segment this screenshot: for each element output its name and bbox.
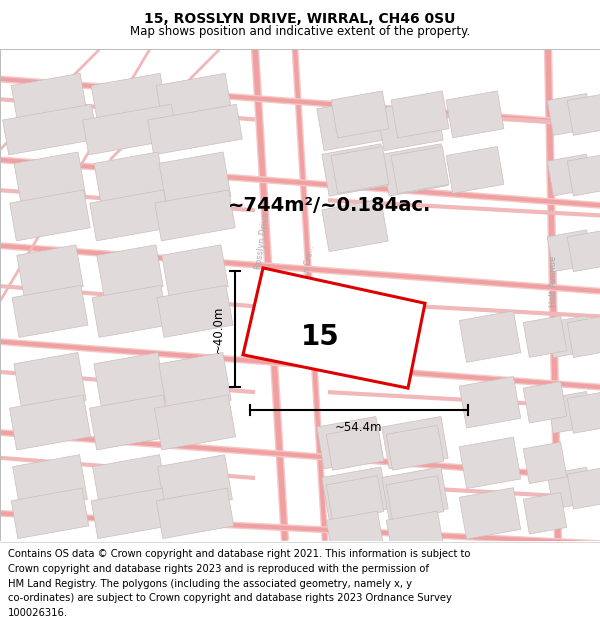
Polygon shape xyxy=(377,98,443,151)
Polygon shape xyxy=(94,152,166,208)
Polygon shape xyxy=(567,316,600,357)
Polygon shape xyxy=(446,91,504,138)
Polygon shape xyxy=(523,492,567,534)
Polygon shape xyxy=(2,104,97,155)
Text: HM Land Registry. The polygons (including the associated geometry, namely x, y: HM Land Registry. The polygons (includin… xyxy=(8,579,412,589)
Text: Rosslyn Cre...: Rosslyn Cre... xyxy=(298,245,316,298)
Polygon shape xyxy=(326,425,384,470)
Polygon shape xyxy=(322,467,388,519)
Polygon shape xyxy=(391,146,449,193)
Polygon shape xyxy=(386,425,444,470)
Polygon shape xyxy=(13,455,88,511)
Text: Crown copyright and database rights 2023 and is reproduced with the permission o: Crown copyright and database rights 2023… xyxy=(8,564,429,574)
Polygon shape xyxy=(326,511,384,556)
Polygon shape xyxy=(547,468,593,509)
Polygon shape xyxy=(157,286,233,338)
Polygon shape xyxy=(523,381,567,423)
Polygon shape xyxy=(91,488,169,539)
Text: ~54.4m: ~54.4m xyxy=(335,421,383,434)
Polygon shape xyxy=(459,376,521,428)
Polygon shape xyxy=(331,146,389,193)
Polygon shape xyxy=(382,144,448,196)
Polygon shape xyxy=(91,73,169,135)
Polygon shape xyxy=(391,91,449,138)
Polygon shape xyxy=(322,144,388,196)
Polygon shape xyxy=(156,73,234,135)
Polygon shape xyxy=(11,73,89,135)
Polygon shape xyxy=(547,230,593,272)
Polygon shape xyxy=(155,190,235,241)
Polygon shape xyxy=(459,488,521,539)
Polygon shape xyxy=(154,395,236,450)
Polygon shape xyxy=(386,476,444,521)
Polygon shape xyxy=(243,268,425,388)
Text: co-ordinates) are subject to Crown copyright and database rights 2023 Ordnance S: co-ordinates) are subject to Crown copyr… xyxy=(8,593,452,603)
Polygon shape xyxy=(567,230,600,272)
Polygon shape xyxy=(94,352,166,412)
Polygon shape xyxy=(459,437,521,489)
Polygon shape xyxy=(317,416,383,469)
Polygon shape xyxy=(331,91,389,138)
Polygon shape xyxy=(148,104,242,155)
Polygon shape xyxy=(547,94,593,136)
Polygon shape xyxy=(386,511,444,556)
Polygon shape xyxy=(90,190,170,241)
Polygon shape xyxy=(322,199,388,252)
Polygon shape xyxy=(97,245,163,297)
Polygon shape xyxy=(547,391,593,433)
Polygon shape xyxy=(547,316,593,357)
Polygon shape xyxy=(14,352,86,412)
Polygon shape xyxy=(459,311,521,362)
Text: Holt Avenue: Holt Avenue xyxy=(548,256,557,307)
Polygon shape xyxy=(567,468,600,509)
Text: ~40.0m: ~40.0m xyxy=(212,306,224,353)
Polygon shape xyxy=(92,286,168,338)
Polygon shape xyxy=(92,455,167,511)
Polygon shape xyxy=(382,467,448,519)
Polygon shape xyxy=(83,104,178,155)
Polygon shape xyxy=(567,94,600,136)
Polygon shape xyxy=(523,316,567,357)
Text: 15: 15 xyxy=(301,322,340,351)
Text: ~744m²/~0.184ac.: ~744m²/~0.184ac. xyxy=(229,196,431,215)
Polygon shape xyxy=(567,154,600,196)
Polygon shape xyxy=(12,286,88,338)
Polygon shape xyxy=(10,395,91,450)
Text: 15, ROSSLYN DRIVE, WIRRAL, CH46 0SU: 15, ROSSLYN DRIVE, WIRRAL, CH46 0SU xyxy=(145,12,455,26)
Polygon shape xyxy=(567,391,600,433)
Polygon shape xyxy=(162,245,228,297)
Polygon shape xyxy=(158,455,232,511)
Polygon shape xyxy=(159,152,231,208)
Polygon shape xyxy=(547,154,593,196)
Polygon shape xyxy=(89,395,170,450)
Polygon shape xyxy=(17,245,83,297)
Polygon shape xyxy=(159,352,231,412)
Polygon shape xyxy=(14,152,86,208)
Polygon shape xyxy=(317,98,383,151)
Polygon shape xyxy=(10,190,90,241)
Polygon shape xyxy=(156,488,234,539)
Text: 100026316.: 100026316. xyxy=(8,608,68,618)
Polygon shape xyxy=(523,442,567,484)
Polygon shape xyxy=(446,146,504,193)
Polygon shape xyxy=(326,476,384,521)
Text: Contains OS data © Crown copyright and database right 2021. This information is : Contains OS data © Crown copyright and d… xyxy=(8,549,470,559)
Text: Map shows position and indicative extent of the property.: Map shows position and indicative extent… xyxy=(130,25,470,38)
Polygon shape xyxy=(382,416,448,469)
Text: Rosslyn Drive: Rosslyn Drive xyxy=(254,212,271,269)
Polygon shape xyxy=(11,488,89,539)
